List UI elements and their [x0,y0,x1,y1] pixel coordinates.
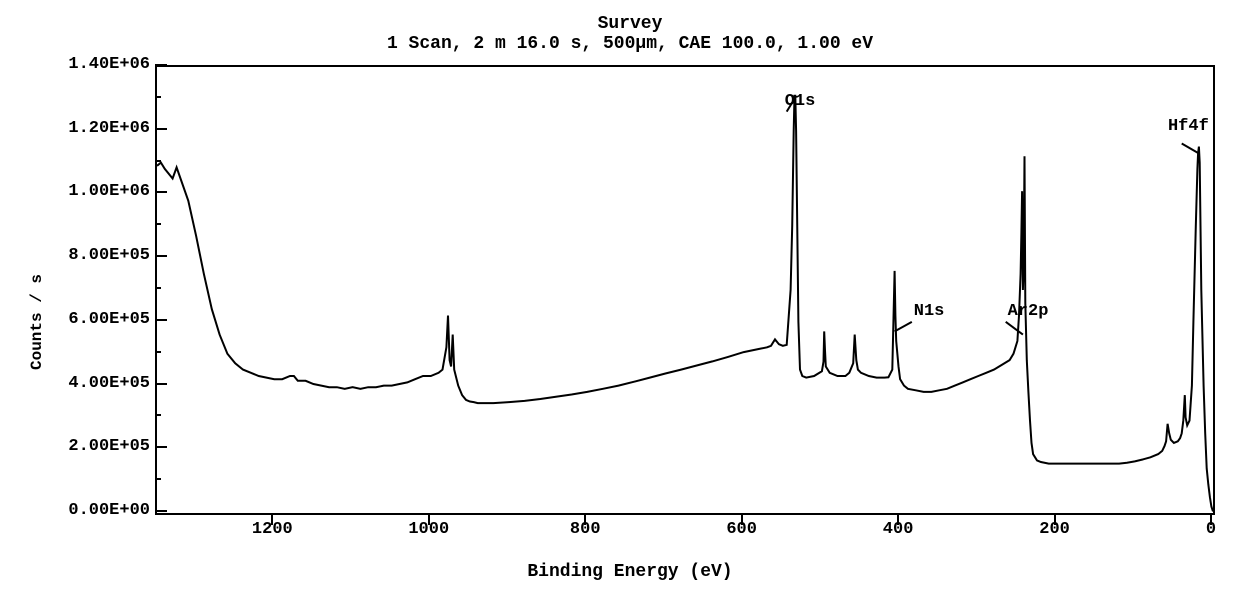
chart-subtitle: 1 Scan, 2 m 16.0 s, 500µm, CAE 100.0, 1.… [10,34,1240,54]
y-tick-label: 1.00E+06 [30,182,150,201]
y-tick-label: 4.00E+05 [30,374,150,393]
y-tick-minor [155,414,161,416]
x-tick-label: 1000 [408,520,449,539]
chart-title: Survey [10,14,1240,34]
y-tick-minor [155,287,161,289]
y-tick-minor [155,160,161,162]
x-tick-label: 200 [1039,520,1070,539]
y-tick-minor [155,96,161,98]
y-tick [155,255,167,257]
y-tick [155,383,167,385]
xps-survey-chart: Survey 1 Scan, 2 m 16.0 s, 500µm, CAE 10… [10,10,1240,588]
y-tick [155,319,167,321]
y-tick-label: 2.00E+05 [30,437,150,456]
peak-label: N1s [914,302,945,321]
y-tick-label: 1.40E+06 [30,55,150,74]
peak-label: Hf4f [1168,117,1209,136]
y-tick [155,191,167,193]
y-tick [155,510,167,512]
y-tick-label: 8.00E+05 [30,246,150,265]
x-axis-label: Binding Energy (eV) [10,562,1240,582]
x-tick-label: 0 [1206,520,1216,539]
x-tick-label: 800 [570,520,601,539]
spectrum-line [157,67,1213,513]
y-tick [155,128,167,130]
y-tick-label: 1.20E+06 [30,119,150,138]
peak-label: O1s [785,92,816,111]
y-tick-label: 0.00E+00 [30,501,150,520]
plot-area [155,65,1215,515]
y-tick [155,64,167,66]
y-tick-label: 6.00E+05 [30,310,150,329]
peak-label: Ar2p [1008,302,1049,321]
x-tick-label: 600 [726,520,757,539]
y-tick [155,446,167,448]
y-tick-minor [155,351,161,353]
x-tick-label: 400 [883,520,914,539]
x-tick-label: 1200 [252,520,293,539]
y-tick-minor [155,478,161,480]
y-tick-minor [155,223,161,225]
